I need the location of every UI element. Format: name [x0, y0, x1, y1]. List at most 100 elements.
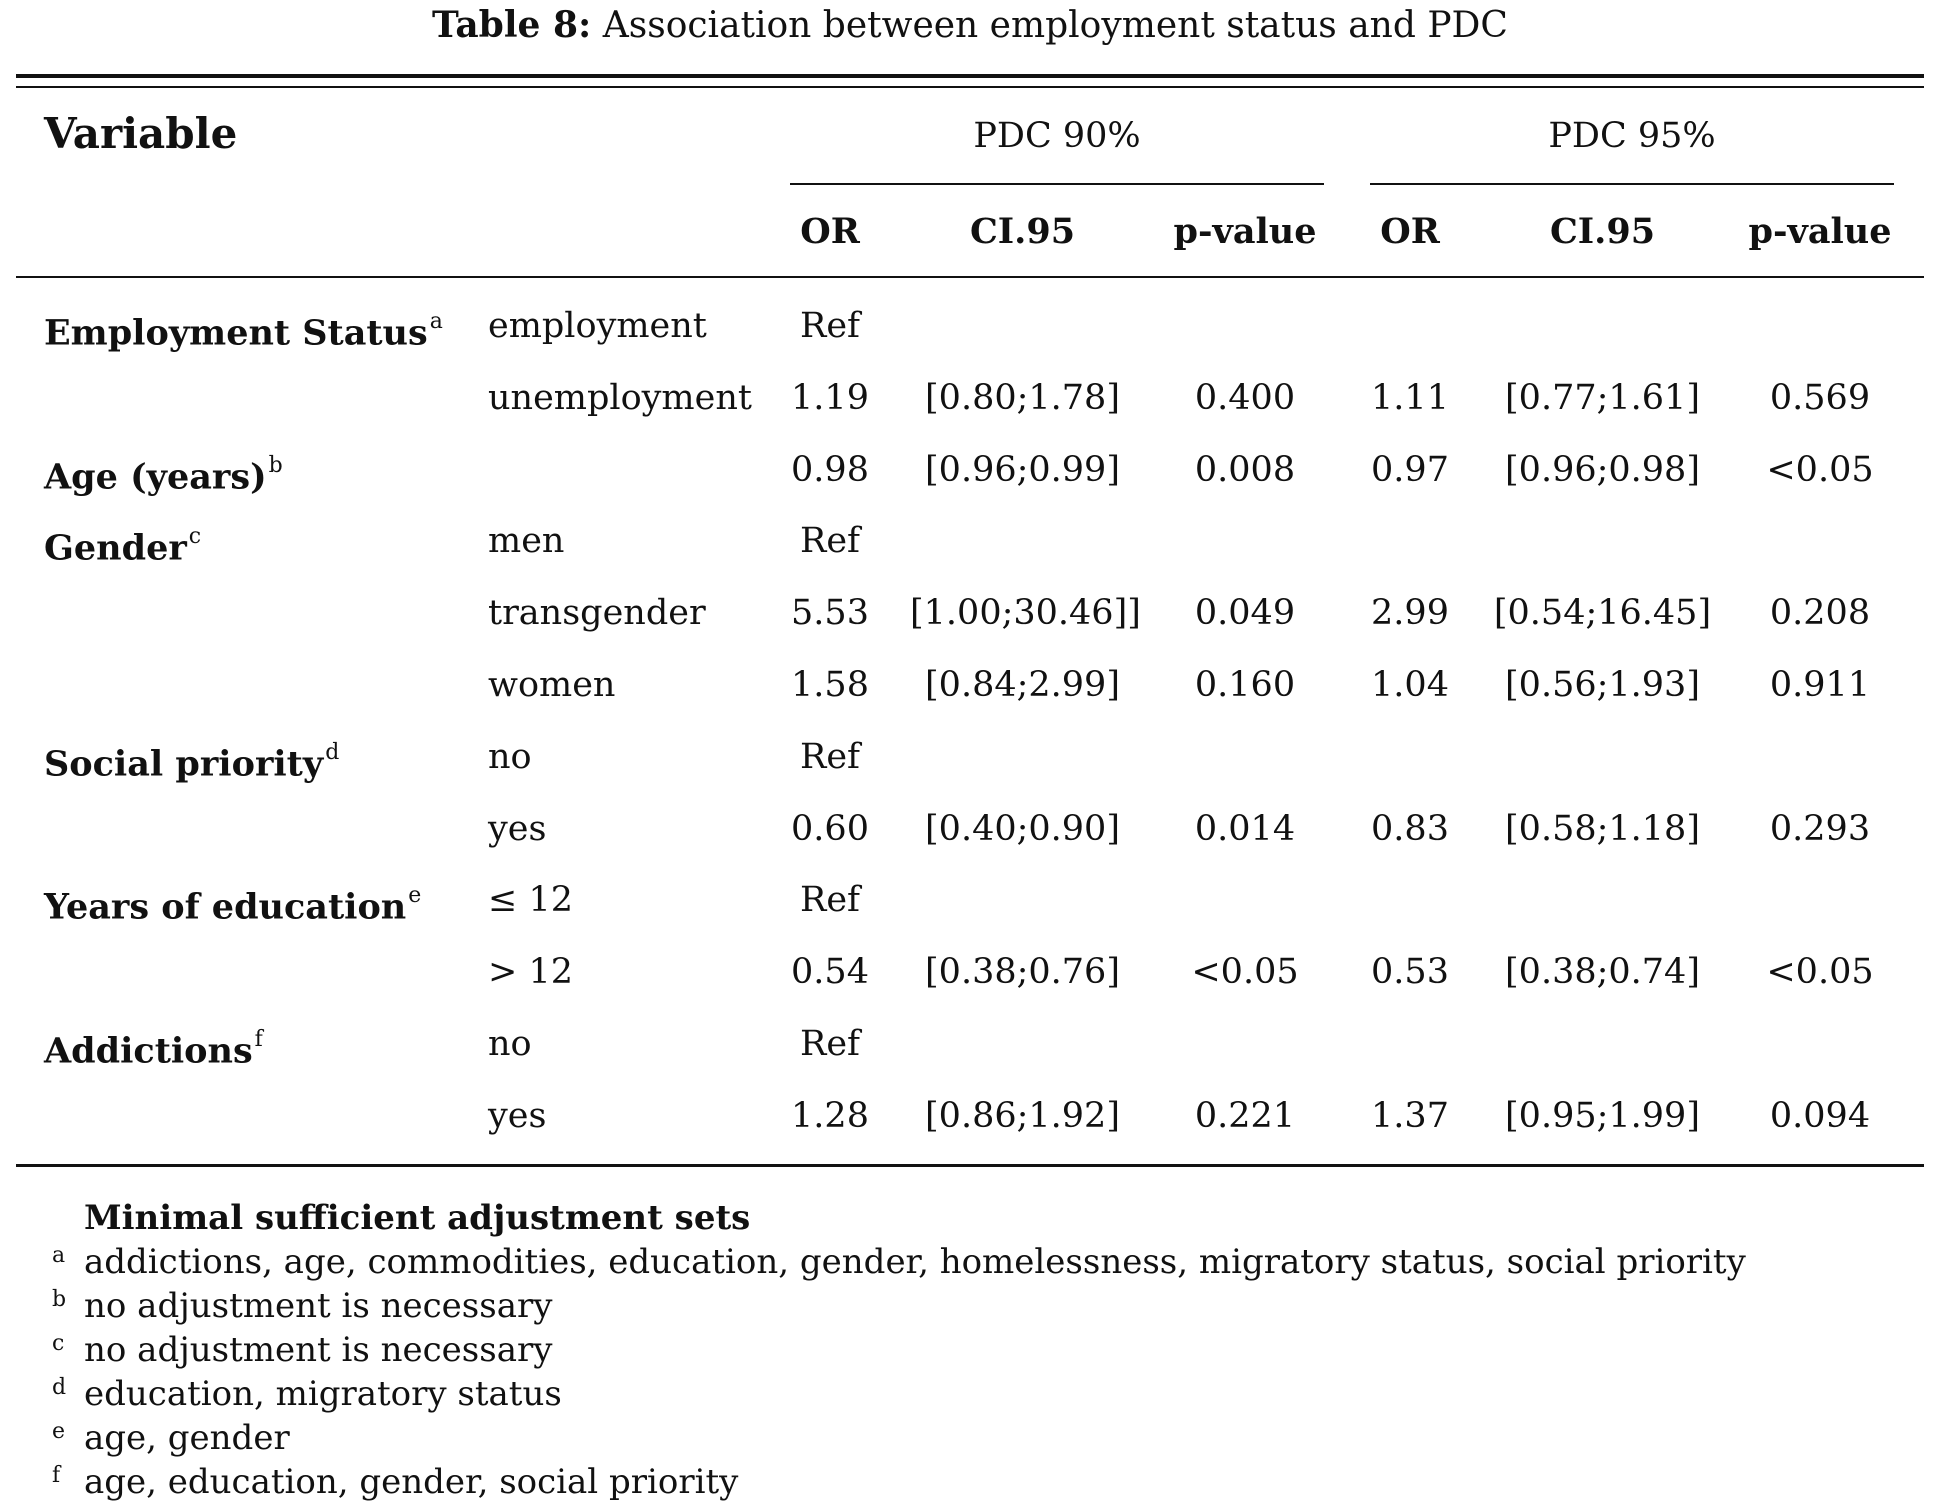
note-item: f age, education, gender, social priority [44, 1460, 750, 1504]
note-marker: f [52, 1463, 61, 1488]
or-90-cell: Ref [799, 736, 861, 777]
ci-95-cell: [0.96;0.98] [1505, 449, 1700, 490]
or-90-cell: 0.60 [791, 808, 869, 849]
or-95-cell: 1.04 [1371, 665, 1449, 705]
pvalue-95-cell: <0.05 [1766, 449, 1874, 490]
column-header-or-90: OR [800, 211, 860, 252]
note-item: d education, migratory status [44, 1372, 750, 1416]
or-90-cell: Ref [799, 880, 861, 921]
table-row: > 12 0.54 [0.38;0.76] <0.05 0.53 [0.38;0.74] <… [0, 942, 1940, 1002]
footnote-marker: b [268, 452, 283, 478]
pvalue-95-cell: 0.293 [1769, 808, 1871, 849]
top-rule-thick [16, 74, 1924, 78]
or-95-cell: 0.53 [1371, 952, 1449, 993]
note-marker: c [52, 1331, 65, 1356]
pvalue-95-cell: 0.911 [1769, 665, 1871, 705]
ci-95-cell: [0.77;1.61] [1505, 377, 1700, 418]
level-cell: no [488, 1024, 532, 1064]
variable-name: Years of education [44, 887, 407, 929]
or-90-cell: 1.28 [791, 1095, 869, 1136]
note-text: age, gender [84, 1418, 290, 1458]
table-row: Addictionsf no Ref [0, 1014, 1940, 1074]
table-row: transgender 5.53 [1.00;30.46]] 0.049 2.99 [0.… [0, 583, 1940, 643]
variable-cell: Age (years)b [44, 440, 283, 508]
or-95-cell: 1.37 [1371, 1095, 1449, 1136]
column-header-pvalue-95: p-value [1748, 211, 1892, 252]
note-text: age, education, gender, social priority [84, 1462, 739, 1502]
variable-name: Addictions [44, 1030, 253, 1072]
level-cell: yes [488, 1095, 547, 1136]
ci-90-cell: [0.96;0.99] [925, 449, 1120, 490]
pvalue-90-cell: 0.014 [1194, 808, 1296, 849]
or-90-cell: 1.19 [791, 377, 869, 418]
level-cell: men [488, 521, 565, 562]
pvalue-90-cell: 0.221 [1194, 1095, 1296, 1136]
pvalue-95-cell: 0.094 [1769, 1095, 1871, 1136]
table-row: Years of educatione ≤ 12 Ref [0, 870, 1940, 930]
note-item: b no adjustment is necessary [44, 1284, 750, 1328]
variable-cell: Addictionsf [44, 1014, 263, 1082]
group-underline-pdc95 [1370, 183, 1894, 185]
note-item: c no adjustment is necessary [44, 1328, 750, 1372]
or-90-cell: Ref [799, 1024, 861, 1064]
level-cell: employment [488, 306, 707, 346]
ci-90-cell: [0.84;2.99] [925, 665, 1120, 705]
notes-title: Minimal sufficient adjustment sets [84, 1198, 751, 1238]
top-rule-thin [16, 86, 1924, 88]
note-item: e age, gender [44, 1416, 750, 1460]
table-row: yes 1.28 [0.86;1.92] 0.221 1.37 [0.95;1.99] 0.… [0, 1086, 1940, 1146]
or-90-cell: 0.98 [791, 449, 869, 490]
variable-cell: Genderc [44, 511, 201, 579]
note-marker: e [52, 1419, 66, 1444]
table-row: Social priorityd no Ref [0, 727, 1940, 787]
pvalue-90-cell: 0.008 [1194, 449, 1296, 490]
level-cell: > 12 [488, 952, 573, 993]
variable-cell: Years of educatione [44, 870, 421, 938]
variable-cell: Social priorityd [44, 727, 339, 795]
ci-95-cell: [0.95;1.99] [1505, 1095, 1700, 1136]
pvalue-90-cell: <0.05 [1191, 952, 1299, 993]
table-caption-text: Association between employment status an… [602, 5, 1508, 46]
ci-90-cell: [0.38;0.76] [925, 952, 1120, 993]
bottom-rule [16, 1164, 1924, 1167]
level-cell: no [488, 736, 532, 777]
or-90-cell: Ref [799, 306, 861, 346]
level-cell: ≤ 12 [488, 880, 573, 921]
pvalue-95-cell: <0.05 [1766, 952, 1874, 993]
table-notes: Minimal sufficient adjustment sets a addi… [44, 1196, 1746, 1504]
note-text: education, migratory status [84, 1374, 562, 1414]
ci-90-cell: [0.40;0.90] [925, 808, 1120, 849]
or-90-cell: 1.58 [791, 665, 869, 705]
footnote-marker: c [188, 524, 202, 550]
column-header-ci-90: CI.95 [969, 211, 1076, 252]
table-row: Genderc men Ref [0, 511, 1940, 571]
note-marker: a [52, 1243, 66, 1268]
pvalue-90-cell: 0.400 [1194, 377, 1296, 418]
variable-column-header: Variable [44, 109, 238, 158]
or-95-cell: 0.97 [1371, 449, 1449, 490]
or-95-cell: 1.11 [1371, 377, 1449, 418]
pvalue-90-cell: 0.049 [1194, 593, 1296, 634]
variable-cell: Employment Statusa [44, 296, 443, 364]
table-caption: Table 8: Association between employment … [0, 0, 1940, 50]
level-cell: unemployment [488, 377, 752, 418]
pvalue-90-cell: 0.160 [1194, 665, 1296, 705]
table-row: Age (years)b 0.98 [0.96;0.99] 0.008 0.97 [0.9… [0, 440, 1940, 500]
note-text: addictions, age, commodities, education,… [84, 1242, 1746, 1282]
table-caption-label: Table 8: [432, 4, 592, 46]
footnote-marker: f [254, 1027, 263, 1052]
ci-95-cell: [0.38;0.74] [1505, 952, 1700, 993]
note-item: a addictions, age, commodities, education… [44, 1240, 1746, 1284]
table-row: yes 0.60 [0.40;0.90] 0.014 0.83 [0.58;1.18] 0.… [0, 799, 1940, 859]
ci-95-cell: [0.54;16.45] [1493, 593, 1712, 634]
variable-name: Employment Status [44, 312, 428, 354]
note-marker: b [52, 1287, 67, 1312]
note-text: no adjustment is necessary [84, 1330, 553, 1370]
note-marker: d [52, 1375, 67, 1400]
or-95-cell: 2.99 [1371, 593, 1449, 634]
variable-name: Social priority [44, 743, 324, 785]
ci-95-cell: [0.56;1.93] [1505, 665, 1700, 705]
ci-90-cell: [0.86;1.92] [925, 1095, 1120, 1136]
or-90-cell: 5.53 [791, 593, 869, 634]
ci-95-cell: [0.58;1.18] [1505, 808, 1700, 849]
